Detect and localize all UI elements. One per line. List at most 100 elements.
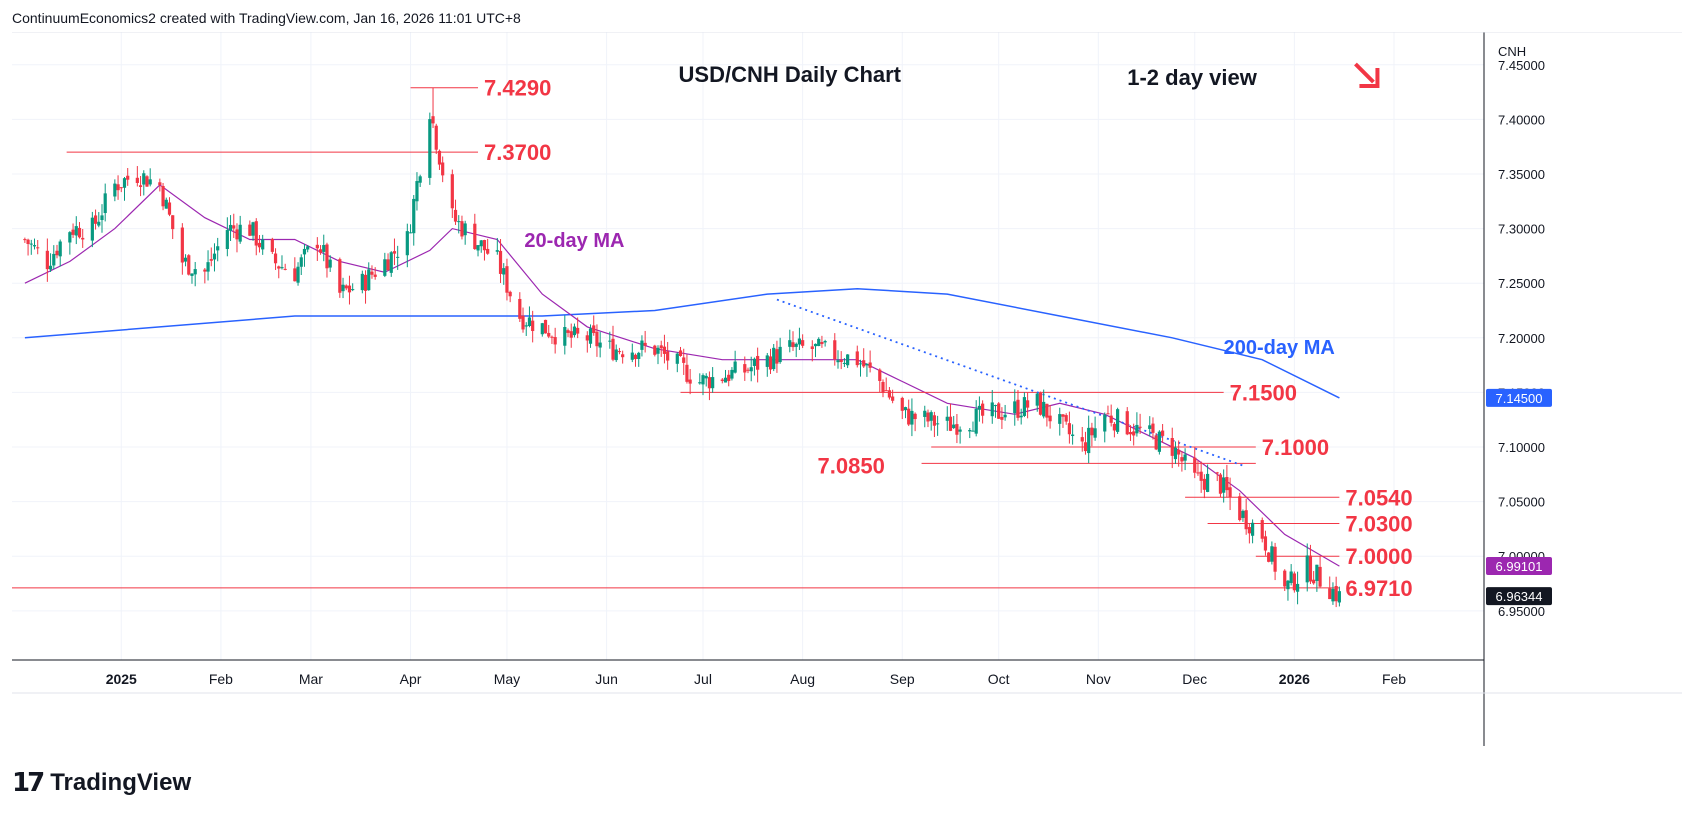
candle-body [203, 269, 207, 272]
candle-body [126, 175, 130, 180]
candle-body [730, 369, 734, 379]
candle-body [450, 174, 454, 209]
candle-body [797, 338, 802, 345]
candle-body [685, 364, 689, 382]
level-label: 7.0300 [1345, 511, 1412, 536]
candle-body [463, 223, 467, 236]
candle-body [315, 244, 319, 249]
tradingview-logo-text: TradingView [50, 769, 192, 796]
candle-body [813, 343, 818, 347]
candle-body [1328, 588, 1332, 600]
candle-body [698, 382, 702, 384]
candle-body [1038, 392, 1043, 415]
candle-body [633, 354, 638, 360]
candle-body [476, 245, 480, 251]
chart-container[interactable]: 7.45000 7.40000 7.35000 7.30000 7.25000 7.200… [12, 31, 1682, 746]
candle-body [881, 381, 885, 393]
candle-body [621, 354, 625, 358]
candle-body [842, 362, 847, 364]
candle-body [836, 360, 840, 363]
candle-body [527, 317, 532, 327]
candle-body [74, 226, 78, 236]
candle-body [977, 405, 982, 410]
candle-body [457, 221, 461, 223]
down-arrow-head-icon [1359, 68, 1380, 88]
candle-body [617, 351, 622, 353]
candle-body [183, 257, 188, 262]
ma200-label: 200-day MA [1224, 337, 1335, 359]
candle-body [58, 241, 62, 257]
candle-body [1093, 428, 1097, 438]
candle-body [981, 403, 985, 416]
candle-body [167, 202, 172, 215]
candle-body [460, 221, 464, 237]
candle-body [145, 176, 149, 187]
candle-body [270, 238, 274, 252]
candle-body [473, 223, 477, 250]
candle-body [900, 397, 904, 411]
candle-body [1318, 566, 1322, 587]
candle-body [1244, 510, 1248, 530]
candle-body [1071, 434, 1075, 436]
last-price-badge-bg [1486, 587, 1552, 606]
y-tick-label: 7.20000 [1498, 331, 1545, 346]
candle-body [116, 184, 120, 191]
price-chart[interactable]: 7.45000 7.40000 7.35000 7.30000 7.25000 7.200… [12, 31, 1682, 746]
candle-body [666, 351, 670, 361]
candle-body [810, 346, 814, 349]
candle-body [945, 416, 949, 421]
candle-body [97, 221, 101, 226]
candle-body [1019, 415, 1023, 418]
candle-body [1180, 457, 1184, 462]
candle-body [193, 269, 197, 275]
candle-body [347, 285, 352, 293]
candle-body [858, 363, 863, 365]
x-tick-label: Sep [890, 671, 915, 687]
candle-body [1292, 573, 1296, 591]
candle-body [277, 266, 281, 269]
candle-body [682, 357, 686, 363]
candle-body [518, 298, 522, 319]
y-tick-label: 7.45000 [1498, 58, 1545, 73]
y-tick-label: 7.40000 [1498, 112, 1545, 127]
candle-body [592, 325, 596, 334]
candle-body [90, 217, 94, 241]
candle-body [839, 359, 843, 362]
ma20-label: 20-day MA [524, 230, 624, 252]
candle-body [543, 319, 548, 334]
candle-body [1003, 414, 1007, 418]
ma20-price-badge-bg [1486, 557, 1552, 576]
candle-body [68, 232, 72, 243]
support-resistance-levels [12, 87, 1340, 589]
candle-body [1090, 427, 1094, 436]
candle-body [389, 252, 393, 273]
candle-body [1202, 478, 1206, 490]
x-tick-label: Feb [1382, 671, 1406, 687]
candle-body [1222, 477, 1226, 493]
candle-body [1263, 536, 1268, 551]
currency-label: CNH [1498, 44, 1526, 59]
candle-body [119, 187, 123, 189]
level-label: 7.0540 [1345, 485, 1412, 510]
x-tick-label: 2025 [106, 671, 137, 687]
candle-body [675, 353, 679, 364]
candle-body [238, 224, 242, 242]
tradingview-logo[interactable]: 17 TradingView [12, 768, 191, 798]
candle-body [302, 248, 307, 255]
level-label: 7.0850 [818, 453, 885, 478]
candle-body [1083, 442, 1088, 452]
candle-body [36, 247, 40, 249]
candle-body [495, 250, 499, 252]
candle-body [225, 230, 229, 250]
candle-body [209, 259, 213, 261]
candle-body [1270, 546, 1274, 562]
y-tick-label: 7.30000 [1498, 222, 1545, 237]
candle-body [408, 232, 413, 234]
candle-body [1305, 555, 1309, 583]
candle-body [344, 285, 348, 289]
candle-body [1151, 423, 1155, 433]
level-label: 7.1500 [1230, 380, 1297, 405]
candle-body [884, 390, 888, 392]
candle-body [1241, 510, 1245, 518]
candle-body [81, 237, 85, 240]
